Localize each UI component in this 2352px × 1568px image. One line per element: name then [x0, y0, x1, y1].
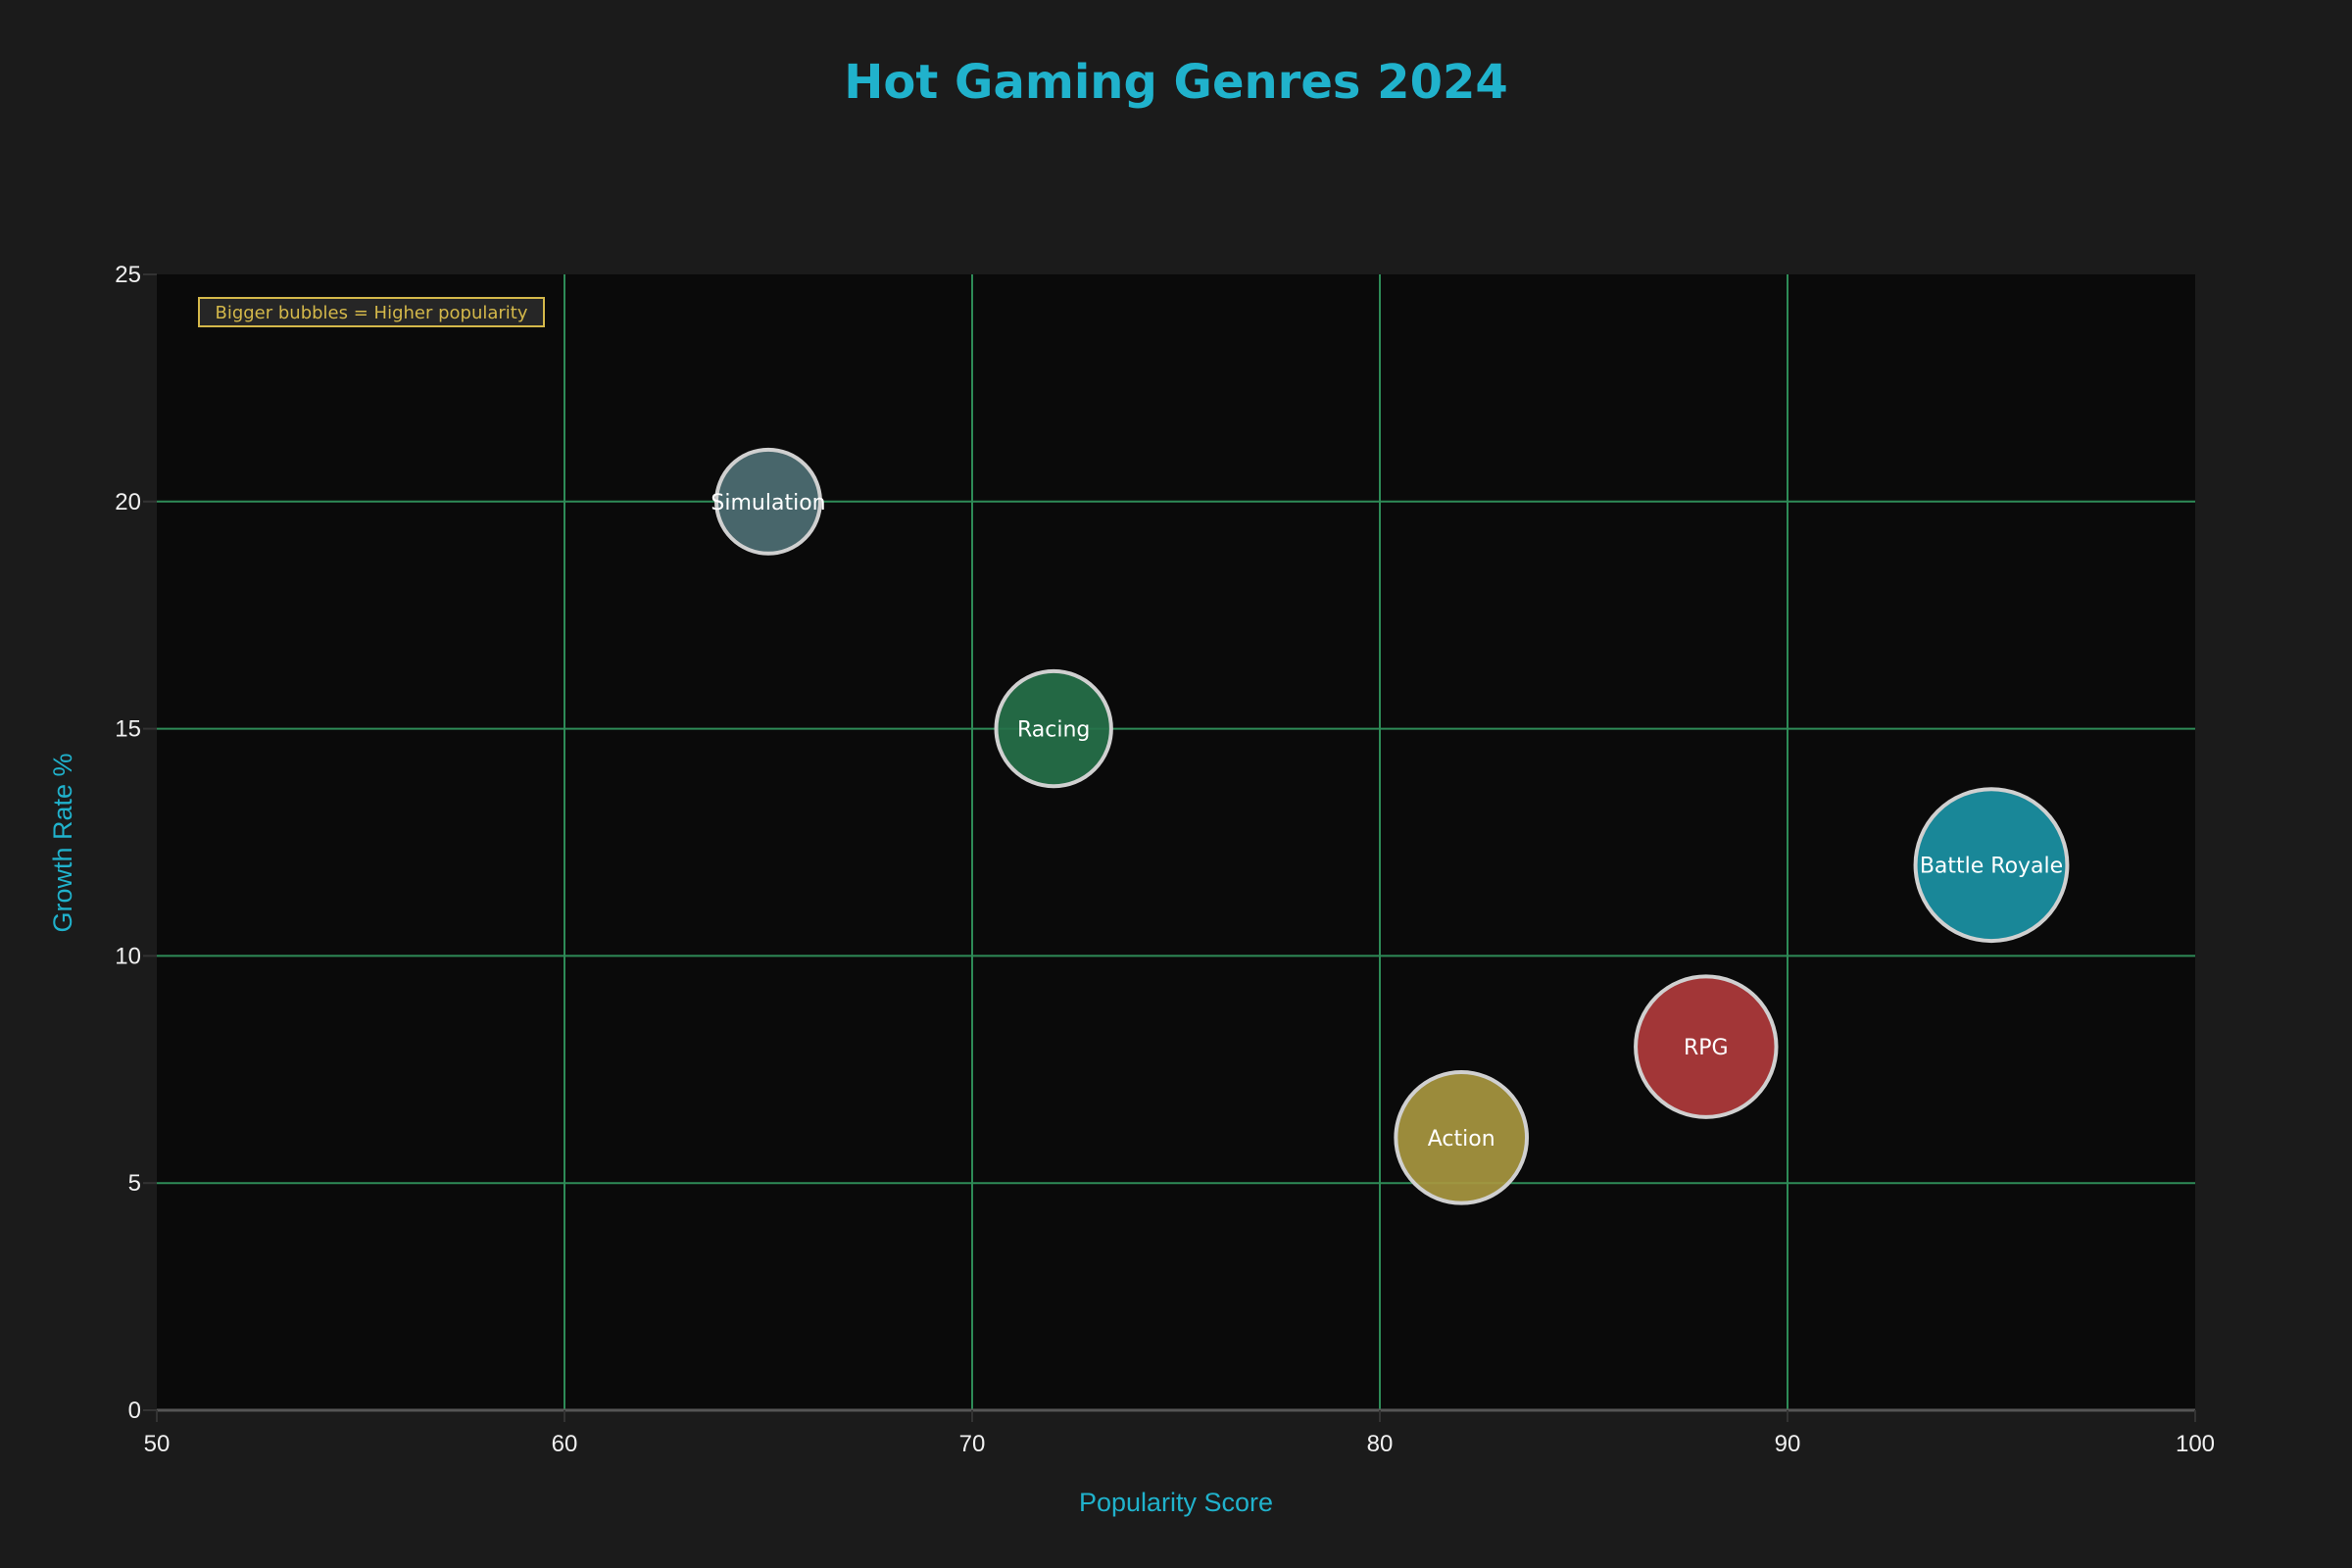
x-tick-label: 60 — [552, 1431, 578, 1457]
x-tick-label: 90 — [1775, 1431, 1801, 1457]
y-tick-label: 20 — [115, 489, 141, 515]
bubble-label: Battle Royale — [1920, 855, 2063, 879]
bubble-label: Simulation — [710, 491, 825, 515]
annotation-box — [198, 297, 545, 327]
y-tick-label: 0 — [128, 1397, 141, 1424]
bubble-battle-royale[interactable]: Battle Royale — [1913, 787, 2070, 944]
bubble-circle[interactable] — [714, 447, 822, 556]
bubble-rpg[interactable]: RPG — [1634, 974, 1779, 1119]
bubble-simulation[interactable]: Simulation — [710, 447, 826, 556]
y-tick-label: 5 — [128, 1170, 141, 1197]
plot-background — [157, 274, 2195, 1410]
y-axis-title: Growth Rate % — [48, 753, 77, 932]
bubbles: Simulation Racing Action RPG Battle Royale — [710, 447, 2070, 1205]
x-tick-label: 80 — [1367, 1431, 1394, 1457]
plot-area — [157, 274, 2195, 1410]
x-axis-title: Popularity Score — [1079, 1488, 1273, 1517]
y-tick-label: 25 — [115, 262, 141, 288]
bubble-circle[interactable] — [1913, 787, 2070, 944]
y-tick-label: 10 — [115, 943, 141, 969]
x-tick-label: 70 — [959, 1431, 986, 1457]
bubble-circle[interactable] — [1394, 1070, 1530, 1205]
bubble-racing[interactable]: Racing — [994, 668, 1113, 789]
gridlines — [157, 274, 2195, 1410]
bubble-label: Racing — [1017, 718, 1090, 743]
bubble-action[interactable]: Action — [1394, 1070, 1530, 1205]
annotation-text: Bigger bubbles = Higher popularity — [215, 303, 527, 323]
y-tick-label: 15 — [115, 716, 141, 743]
x-tick-label: 100 — [2176, 1431, 2215, 1457]
bubble-label: Action — [1428, 1127, 1495, 1152]
bubble-circle[interactable] — [1634, 974, 1779, 1119]
bubble-circle[interactable] — [994, 668, 1113, 789]
x-tick-label: 50 — [144, 1431, 171, 1457]
annotation: Bigger bubbles = Higher popularity — [198, 297, 545, 327]
chart-title: Hot Gaming Genres 2024 — [844, 55, 1508, 110]
bubble-label: RPG — [1684, 1036, 1729, 1060]
axes: 50 60 70 80 90 100 0 5 10 15 20 25 — [115, 262, 2215, 1457]
